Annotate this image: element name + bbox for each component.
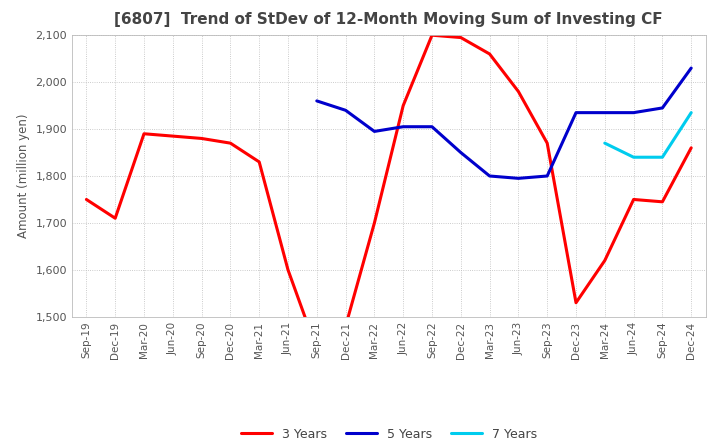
3 Years xyxy=(312,347,321,352)
3 Years xyxy=(399,103,408,108)
5 Years xyxy=(341,108,350,113)
5 Years xyxy=(370,129,379,134)
Y-axis label: Amount (million yen): Amount (million yen) xyxy=(17,114,30,238)
5 Years xyxy=(629,110,638,115)
5 Years xyxy=(312,98,321,103)
5 Years xyxy=(399,124,408,129)
7 Years xyxy=(658,154,667,160)
3 Years xyxy=(629,197,638,202)
Line: 5 Years: 5 Years xyxy=(317,68,691,178)
Line: 3 Years: 3 Years xyxy=(86,35,691,350)
5 Years xyxy=(687,66,696,71)
3 Years xyxy=(572,300,580,305)
3 Years xyxy=(600,258,609,263)
7 Years xyxy=(687,110,696,115)
3 Years xyxy=(226,140,235,146)
3 Years xyxy=(456,35,465,40)
5 Years xyxy=(543,173,552,179)
7 Years xyxy=(629,154,638,160)
5 Years xyxy=(485,173,494,179)
Legend: 3 Years, 5 Years, 7 Years: 3 Years, 5 Years, 7 Years xyxy=(235,423,542,440)
5 Years xyxy=(572,110,580,115)
5 Years xyxy=(600,110,609,115)
5 Years xyxy=(456,150,465,155)
Title: [6807]  Trend of StDev of 12-Month Moving Sum of Investing CF: [6807] Trend of StDev of 12-Month Moving… xyxy=(114,12,663,27)
3 Years xyxy=(428,33,436,38)
3 Years xyxy=(543,140,552,146)
3 Years xyxy=(140,131,148,136)
3 Years xyxy=(370,220,379,226)
3 Years xyxy=(341,323,350,329)
5 Years xyxy=(658,105,667,110)
3 Years xyxy=(284,267,292,272)
3 Years xyxy=(168,133,177,139)
3 Years xyxy=(514,89,523,94)
3 Years xyxy=(197,136,206,141)
7 Years xyxy=(600,140,609,146)
5 Years xyxy=(514,176,523,181)
3 Years xyxy=(687,145,696,150)
Line: 7 Years: 7 Years xyxy=(605,113,691,157)
3 Years xyxy=(485,51,494,57)
3 Years xyxy=(658,199,667,205)
5 Years xyxy=(428,124,436,129)
3 Years xyxy=(255,159,264,165)
3 Years xyxy=(82,197,91,202)
3 Years xyxy=(111,216,120,221)
